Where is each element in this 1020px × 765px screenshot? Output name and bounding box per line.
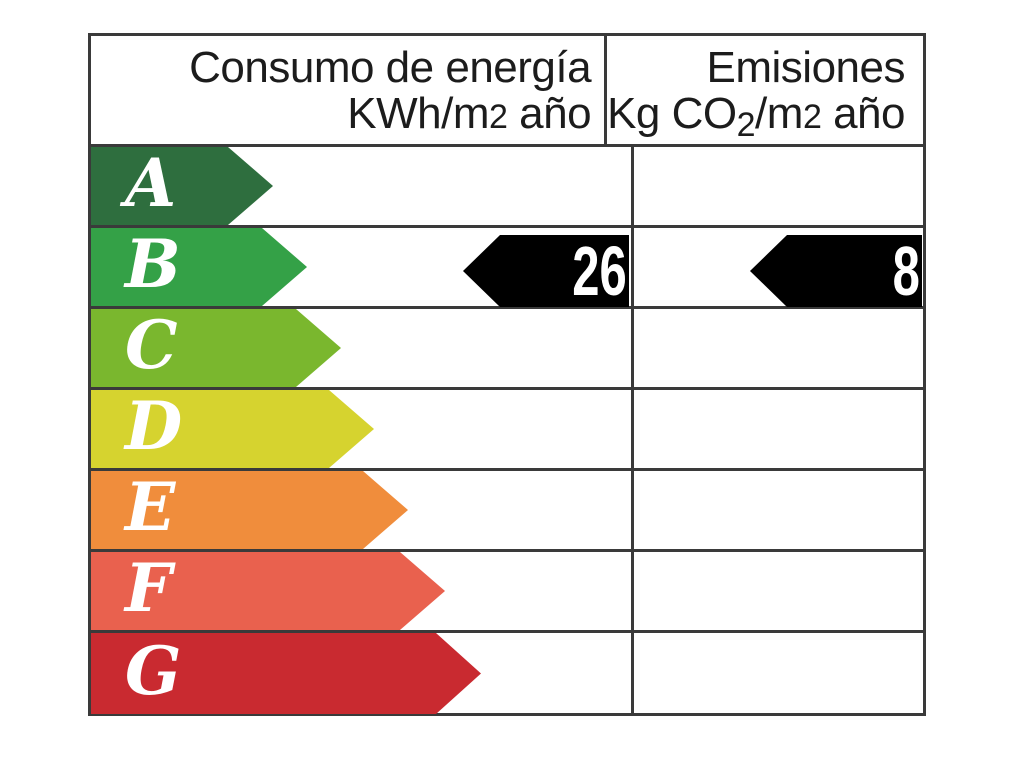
rating-arrow-a: A — [91, 147, 273, 225]
consumption-header-line1: Consumo de energía — [189, 43, 592, 92]
consumption-column-header: Consumo de energía KWh/m2 año — [91, 36, 608, 144]
rating-row-c: C — [91, 309, 923, 390]
rating-arrow-b: B — [91, 228, 307, 306]
rating-letter-d: D — [125, 387, 183, 465]
rating-letter-c: C — [125, 306, 178, 384]
rating-row-a: A — [91, 147, 923, 228]
rating-row-g: G — [91, 633, 923, 714]
rating-table: Consumo de energía KWh/m2 año Emisiones … — [88, 33, 926, 716]
co2-subscript-digit: 2 — [736, 106, 756, 144]
rating-arrow-f: F — [91, 552, 445, 630]
table-header: Consumo de energía KWh/m2 año Emisiones … — [91, 36, 923, 147]
rating-letter-f: F — [125, 549, 172, 627]
rating-letter-g: G — [125, 631, 182, 710]
consumption-header-line2: KWh/m2 año — [347, 89, 592, 138]
emissions-value: 8 — [892, 232, 920, 310]
emissions-column-header: Emisiones Kg CO2/m2 año — [607, 36, 923, 145]
emissions-value-pointer: 8 — [750, 235, 922, 307]
rating-arrow-g: G — [91, 633, 481, 714]
consumption-value-pointer: 26 — [463, 235, 629, 307]
rating-arrow-c: C — [91, 309, 341, 387]
squared-digit: 2 — [489, 98, 508, 136]
rating-row-f: F — [91, 552, 923, 633]
consumption-value: 26 — [572, 232, 627, 310]
rating-letter-e: E — [125, 468, 176, 546]
emissions-header-line2: Kg CO2/m2 año — [607, 89, 905, 145]
rating-rows: A B 26 8 C D — [91, 147, 923, 714]
rating-row-b: B 26 8 — [91, 228, 923, 309]
rating-row-e: E — [91, 471, 923, 552]
rating-row-d: D — [91, 390, 923, 471]
rating-arrow-e: E — [91, 471, 408, 549]
rating-arrow-d: D — [91, 390, 374, 468]
squared-digit: 2 — [802, 98, 822, 136]
column-divider-line — [631, 147, 634, 714]
emissions-header-line1: Emisiones — [706, 43, 906, 92]
rating-letter-a: A — [125, 144, 177, 222]
rating-letter-b: B — [125, 225, 181, 303]
